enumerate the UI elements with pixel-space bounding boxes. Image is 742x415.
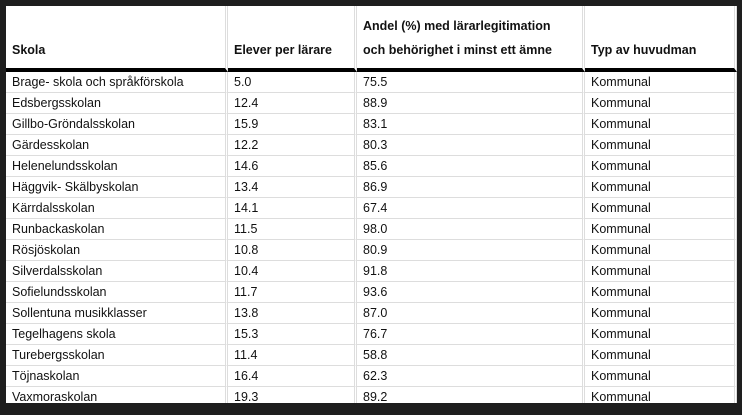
principal-type-cell: Kommunal (585, 177, 737, 198)
certified-share-cell: 87.0 (357, 303, 585, 324)
school-name-cell: Kärrdalsskolan (6, 198, 228, 219)
principal-type-cell: Kommunal (585, 156, 737, 177)
header-skola: Skola (6, 6, 228, 72)
background-strip (0, 403, 742, 415)
students-per-teacher-cell: 12.4 (228, 93, 357, 114)
school-name-cell: Edsbergsskolan (6, 93, 228, 114)
students-per-teacher-cell: 12.2 (228, 135, 357, 156)
principal-type-cell: Kommunal (585, 282, 737, 303)
students-per-teacher-cell: 11.7 (228, 282, 357, 303)
table-row: Edsbergsskolan 12.4 88.9 Kommunal (6, 93, 737, 114)
table-row: Silverdalsskolan 10.4 91.8 Kommunal (6, 261, 737, 282)
certified-share-cell: 58.8 (357, 345, 585, 366)
header-elever-per-larare: Elever per lärare (228, 6, 357, 72)
table-row: Runbackaskolan 11.5 98.0 Kommunal (6, 219, 737, 240)
header-typ-av-huvudman: Typ av huvudman (585, 6, 737, 72)
certified-share-cell: 80.9 (357, 240, 585, 261)
principal-type-cell: Kommunal (585, 240, 737, 261)
certified-share-cell: 91.8 (357, 261, 585, 282)
certified-share-cell: 76.7 (357, 324, 585, 345)
school-name-cell: Vaxmoraskolan (6, 387, 228, 403)
table-row: Rösjöskolan 10.8 80.9 Kommunal (6, 240, 737, 261)
students-per-teacher-cell: 16.4 (228, 366, 357, 387)
certified-share-cell: 86.9 (357, 177, 585, 198)
header-row: Skola Elever per lärare Andel (%) med lä… (6, 6, 737, 72)
principal-type-cell: Kommunal (585, 345, 737, 366)
table-row: Gärdesskolan 12.2 80.3 Kommunal (6, 135, 737, 156)
principal-type-cell: Kommunal (585, 135, 737, 156)
school-name-cell: Helenelundsskolan (6, 156, 228, 177)
principal-type-cell: Kommunal (585, 303, 737, 324)
principal-type-cell: Kommunal (585, 261, 737, 282)
table-row: Tegelhagens skola 15.3 76.7 Kommunal (6, 324, 737, 345)
table-panel: Skola Elever per lärare Andel (%) med lä… (6, 6, 737, 403)
certified-share-cell: 89.2 (357, 387, 585, 403)
certified-share-cell: 98.0 (357, 219, 585, 240)
principal-type-cell: Kommunal (585, 387, 737, 403)
principal-type-cell: Kommunal (585, 219, 737, 240)
school-name-cell: Sofielundsskolan (6, 282, 228, 303)
schools-table: Skola Elever per lärare Andel (%) med lä… (6, 6, 737, 403)
students-per-teacher-cell: 11.5 (228, 219, 357, 240)
table-row: Sollentuna musikklasser 13.8 87.0 Kommunal (6, 303, 737, 324)
table-row: Gillbo-Gröndalsskolan 15.9 83.1 Kommunal (6, 114, 737, 135)
table-row: Sofielundsskolan 11.7 93.6 Kommunal (6, 282, 737, 303)
header-andel: Andel (%) med lärarlegitimation och behör… (357, 6, 585, 72)
certified-share-cell: 75.5 (357, 72, 585, 93)
table-row: Kärrdalsskolan 14.1 67.4 Kommunal (6, 198, 737, 219)
header-andel-line1: Andel (%) med lärarlegitimation (363, 19, 551, 33)
certified-share-cell: 88.9 (357, 93, 585, 114)
table-row: Turebergsskolan 11.4 58.8 Kommunal (6, 345, 737, 366)
principal-type-cell: Kommunal (585, 198, 737, 219)
school-name-cell: Brage- skola och språkförskola (6, 72, 228, 93)
table-row: Helenelundsskolan 14.6 85.6 Kommunal (6, 156, 737, 177)
principal-type-cell: Kommunal (585, 72, 737, 93)
principal-type-cell: Kommunal (585, 324, 737, 345)
school-name-cell: Gillbo-Gröndalsskolan (6, 114, 228, 135)
school-name-cell: Gärdesskolan (6, 135, 228, 156)
school-name-cell: Turebergsskolan (6, 345, 228, 366)
certified-share-cell: 93.6 (357, 282, 585, 303)
school-name-cell: Tegelhagens skola (6, 324, 228, 345)
students-per-teacher-cell: 5.0 (228, 72, 357, 93)
school-name-cell: Rösjöskolan (6, 240, 228, 261)
school-name-cell: Silverdalsskolan (6, 261, 228, 282)
principal-type-cell: Kommunal (585, 366, 737, 387)
table-row: Töjnaskolan 16.4 62.3 Kommunal (6, 366, 737, 387)
school-name-cell: Runbackaskolan (6, 219, 228, 240)
table-row: Vaxmoraskolan 19.3 89.2 Kommunal (6, 387, 737, 403)
school-name-cell: Sollentuna musikklasser (6, 303, 228, 324)
students-per-teacher-cell: 10.4 (228, 261, 357, 282)
students-per-teacher-cell: 14.1 (228, 198, 357, 219)
students-per-teacher-cell: 15.3 (228, 324, 357, 345)
school-name-cell: Häggvik- Skälbyskolan (6, 177, 228, 198)
table-row: Häggvik- Skälbyskolan 13.4 86.9 Kommunal (6, 177, 737, 198)
certified-share-cell: 85.6 (357, 156, 585, 177)
school-name-cell: Töjnaskolan (6, 366, 228, 387)
principal-type-cell: Kommunal (585, 93, 737, 114)
header-andel-line2: och behörighet i minst ett ämne (363, 43, 552, 57)
certified-share-cell: 80.3 (357, 135, 585, 156)
students-per-teacher-cell: 13.8 (228, 303, 357, 324)
students-per-teacher-cell: 15.9 (228, 114, 357, 135)
students-per-teacher-cell: 19.3 (228, 387, 357, 403)
students-per-teacher-cell: 14.6 (228, 156, 357, 177)
principal-type-cell: Kommunal (585, 114, 737, 135)
table-row: Brage- skola och språkförskola 5.0 75.5 Kom… (6, 72, 737, 93)
certified-share-cell: 62.3 (357, 366, 585, 387)
students-per-teacher-cell: 11.4 (228, 345, 357, 366)
students-per-teacher-cell: 13.4 (228, 177, 357, 198)
students-per-teacher-cell: 10.8 (228, 240, 357, 261)
certified-share-cell: 83.1 (357, 114, 585, 135)
certified-share-cell: 67.4 (357, 198, 585, 219)
